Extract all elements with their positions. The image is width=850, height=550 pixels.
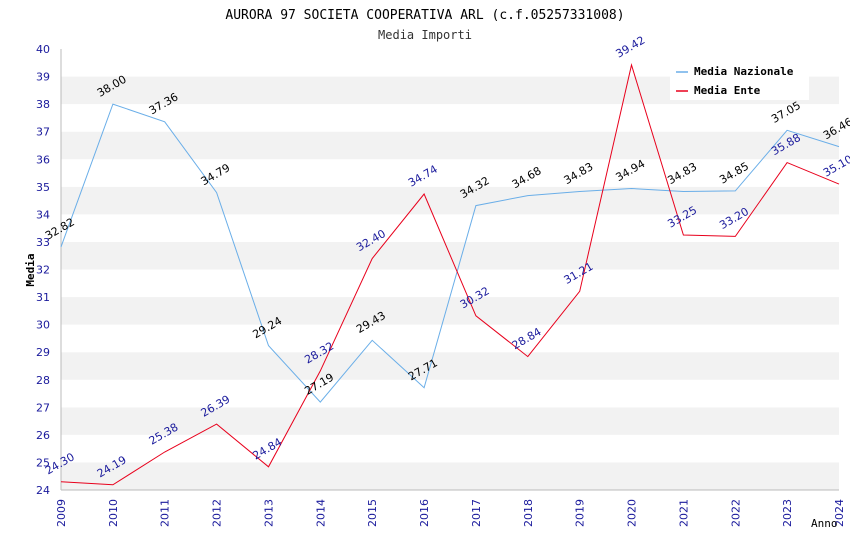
x-tick-label: 2011: [159, 499, 172, 527]
chart-subtitle: Media Importi: [378, 28, 472, 42]
x-tick-label: 2022: [729, 499, 742, 527]
x-tick-label: 2014: [314, 499, 327, 527]
y-tick-label: 32: [36, 264, 50, 277]
x-tick-label: 2009: [55, 499, 68, 527]
legend-box: [670, 59, 809, 100]
grid-band: [61, 214, 839, 242]
y-tick-label: 31: [36, 291, 50, 304]
y-tick-label: 38: [36, 98, 50, 111]
chart-title: AURORA 97 SOCIETA COOPERATIVA ARL (c.f.0…: [225, 8, 624, 23]
x-tick-label: 2023: [781, 499, 794, 527]
y-tick-label: 33: [36, 236, 50, 249]
axes: [60, 49, 839, 491]
x-tick-label: 2019: [574, 499, 587, 527]
grid-bands: [61, 49, 839, 490]
y-tick-labels: 24 25 26 27 28 29 30 31 32 33 34 35 36 37 38 39 40: [36, 43, 50, 497]
grid-band: [61, 379, 839, 408]
y-tick-label: 28: [36, 374, 50, 387]
x-tick-label: 2010: [107, 499, 120, 527]
grid-band: [61, 434, 839, 463]
y-tick-label: 40: [36, 43, 50, 56]
y-axis-label: Media: [24, 253, 37, 286]
grid-band: [61, 269, 839, 298]
y-tick-label: 29: [36, 346, 50, 359]
x-tick-labels: 2009 2010 2011 2012 2013 2014 2015 2016 2017 2018…: [55, 499, 846, 527]
series-line-media-ente: [60, 63, 840, 486]
y-tick-label: 34: [36, 208, 50, 221]
x-tick-label: 2020: [626, 499, 639, 527]
y-tick-label: 25: [36, 456, 50, 469]
y-tick-label: 39: [36, 71, 50, 84]
grid-band: [61, 407, 839, 435]
x-tick-label: 2016: [418, 499, 431, 527]
legend: Media Nazionale Media Ente: [670, 59, 809, 100]
y-tick-label: 24: [36, 484, 50, 497]
series-lines: [60, 63, 840, 486]
series-line-media-nazionale: [60, 103, 840, 403]
x-tick-label: 2017: [470, 499, 483, 527]
y-tick-label: 36: [36, 153, 50, 166]
y-tick-label: 27: [36, 401, 50, 414]
grid-band: [61, 131, 839, 160]
legend-label-media-ente: Media Ente: [694, 84, 761, 97]
grid-band: [61, 159, 839, 187]
grid-band: [61, 104, 839, 132]
y-tick-label: 35: [36, 181, 50, 194]
x-tick-label: 2015: [366, 499, 379, 527]
x-axis-label: Anno: [811, 517, 838, 530]
grid-band: [61, 324, 839, 353]
y-tick-label: 37: [36, 126, 50, 139]
x-tick-label: 2024: [833, 499, 846, 527]
y-tick-label: 26: [36, 429, 50, 442]
x-tick-label: 2018: [522, 499, 535, 527]
legend-label-media-nazionale: Media Nazionale: [694, 65, 794, 78]
x-tick-label: 2021: [677, 499, 690, 527]
x-tick-label: 2013: [262, 499, 275, 527]
x-tick-label: 2012: [211, 499, 224, 527]
grid-band: [61, 462, 839, 490]
y-tick-label: 30: [36, 319, 50, 332]
grid-band: [61, 297, 839, 325]
grid-band: [61, 352, 839, 380]
